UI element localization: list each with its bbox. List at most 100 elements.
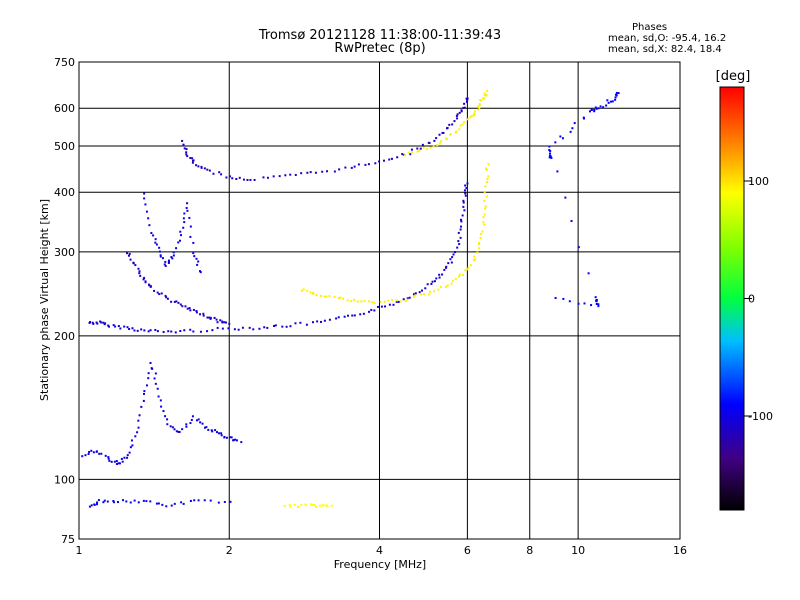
data-point <box>614 98 617 101</box>
data-point <box>192 159 195 162</box>
data-point <box>478 102 481 105</box>
data-point <box>464 194 467 197</box>
data-point <box>326 170 329 173</box>
data-point <box>152 234 155 237</box>
data-point <box>346 299 349 302</box>
data-point <box>182 502 185 505</box>
data-point <box>476 251 479 254</box>
data-point <box>154 382 157 385</box>
data-point <box>422 146 425 149</box>
chart-title: Tromsø 20121128 11:38:00-11:39:43 <box>258 28 502 43</box>
data-point <box>449 133 452 136</box>
data-point <box>367 163 370 166</box>
data-point <box>158 250 161 253</box>
data-point <box>309 291 312 294</box>
data-point <box>595 300 598 303</box>
data-point <box>397 300 400 303</box>
data-point <box>175 247 178 250</box>
data-point <box>199 271 202 274</box>
data-point <box>460 110 463 113</box>
data-point <box>100 452 103 455</box>
data-point <box>153 377 156 380</box>
data-point <box>353 314 356 317</box>
data-point <box>319 294 322 297</box>
data-point <box>216 321 219 324</box>
data-point <box>353 165 356 168</box>
data-point <box>262 176 265 179</box>
data-point <box>216 326 219 329</box>
data-point <box>357 163 360 166</box>
data-point <box>294 173 297 176</box>
data-point <box>159 255 162 258</box>
data-point <box>107 457 110 460</box>
data-point <box>238 176 241 179</box>
data-point <box>483 92 486 95</box>
colorbar-ticks: 100 0 -100 <box>744 175 773 423</box>
data-point <box>117 325 120 328</box>
data-point <box>215 431 218 434</box>
data-point <box>170 256 173 259</box>
data-point <box>559 135 562 138</box>
data-point <box>458 273 461 276</box>
data-point <box>309 503 312 506</box>
data-point <box>550 156 553 159</box>
data-point <box>143 276 146 279</box>
data-point <box>197 165 200 168</box>
x-tick-labels: 1 2 4 6 8 10 16 <box>76 544 688 557</box>
data-point <box>614 96 617 99</box>
data-point <box>137 501 140 504</box>
data-point <box>143 329 146 332</box>
data-point <box>439 140 442 143</box>
data-point <box>230 436 233 439</box>
data-point <box>89 320 92 323</box>
data-point <box>435 137 438 140</box>
data-point <box>108 459 111 462</box>
data-point <box>484 185 487 188</box>
data-point <box>185 153 188 156</box>
data-point <box>145 500 148 503</box>
data-point <box>157 502 160 505</box>
data-point <box>462 274 465 277</box>
data-point <box>159 254 162 257</box>
data-point <box>305 323 308 326</box>
data-point <box>192 241 195 244</box>
y-tick-label: 300 <box>54 246 75 259</box>
data-point <box>126 454 129 457</box>
data-point <box>456 113 459 116</box>
data-point <box>161 503 164 506</box>
data-point <box>253 178 256 181</box>
data-point <box>594 106 597 109</box>
data-point <box>171 257 174 260</box>
data-point <box>304 504 307 507</box>
data-point <box>208 169 211 172</box>
colorbar-tick-label: 100 <box>748 175 769 188</box>
data-point <box>162 330 165 333</box>
data-point <box>333 170 336 173</box>
data-point <box>483 199 486 202</box>
data-point <box>182 217 185 220</box>
data-point <box>170 300 173 303</box>
data-point <box>333 295 336 298</box>
colorbar-label: [deg] <box>716 69 751 84</box>
data-point <box>430 282 433 285</box>
data-point <box>466 97 469 100</box>
data-point <box>409 153 412 156</box>
data-point <box>484 205 487 208</box>
data-point <box>246 179 249 182</box>
data-point <box>582 117 585 120</box>
data-point <box>478 107 481 110</box>
data-point <box>323 319 326 322</box>
data-point <box>617 92 620 95</box>
data-point <box>420 293 423 296</box>
data-point <box>145 384 148 387</box>
data-point <box>189 499 192 502</box>
x-tick-label: 1 <box>76 544 83 557</box>
data-point <box>464 184 467 187</box>
data-point <box>95 450 98 453</box>
data-point <box>294 322 297 325</box>
data-point <box>443 268 446 271</box>
data-point <box>192 308 195 311</box>
data-point <box>140 328 143 331</box>
data-point <box>228 436 231 439</box>
data-point <box>96 503 99 506</box>
